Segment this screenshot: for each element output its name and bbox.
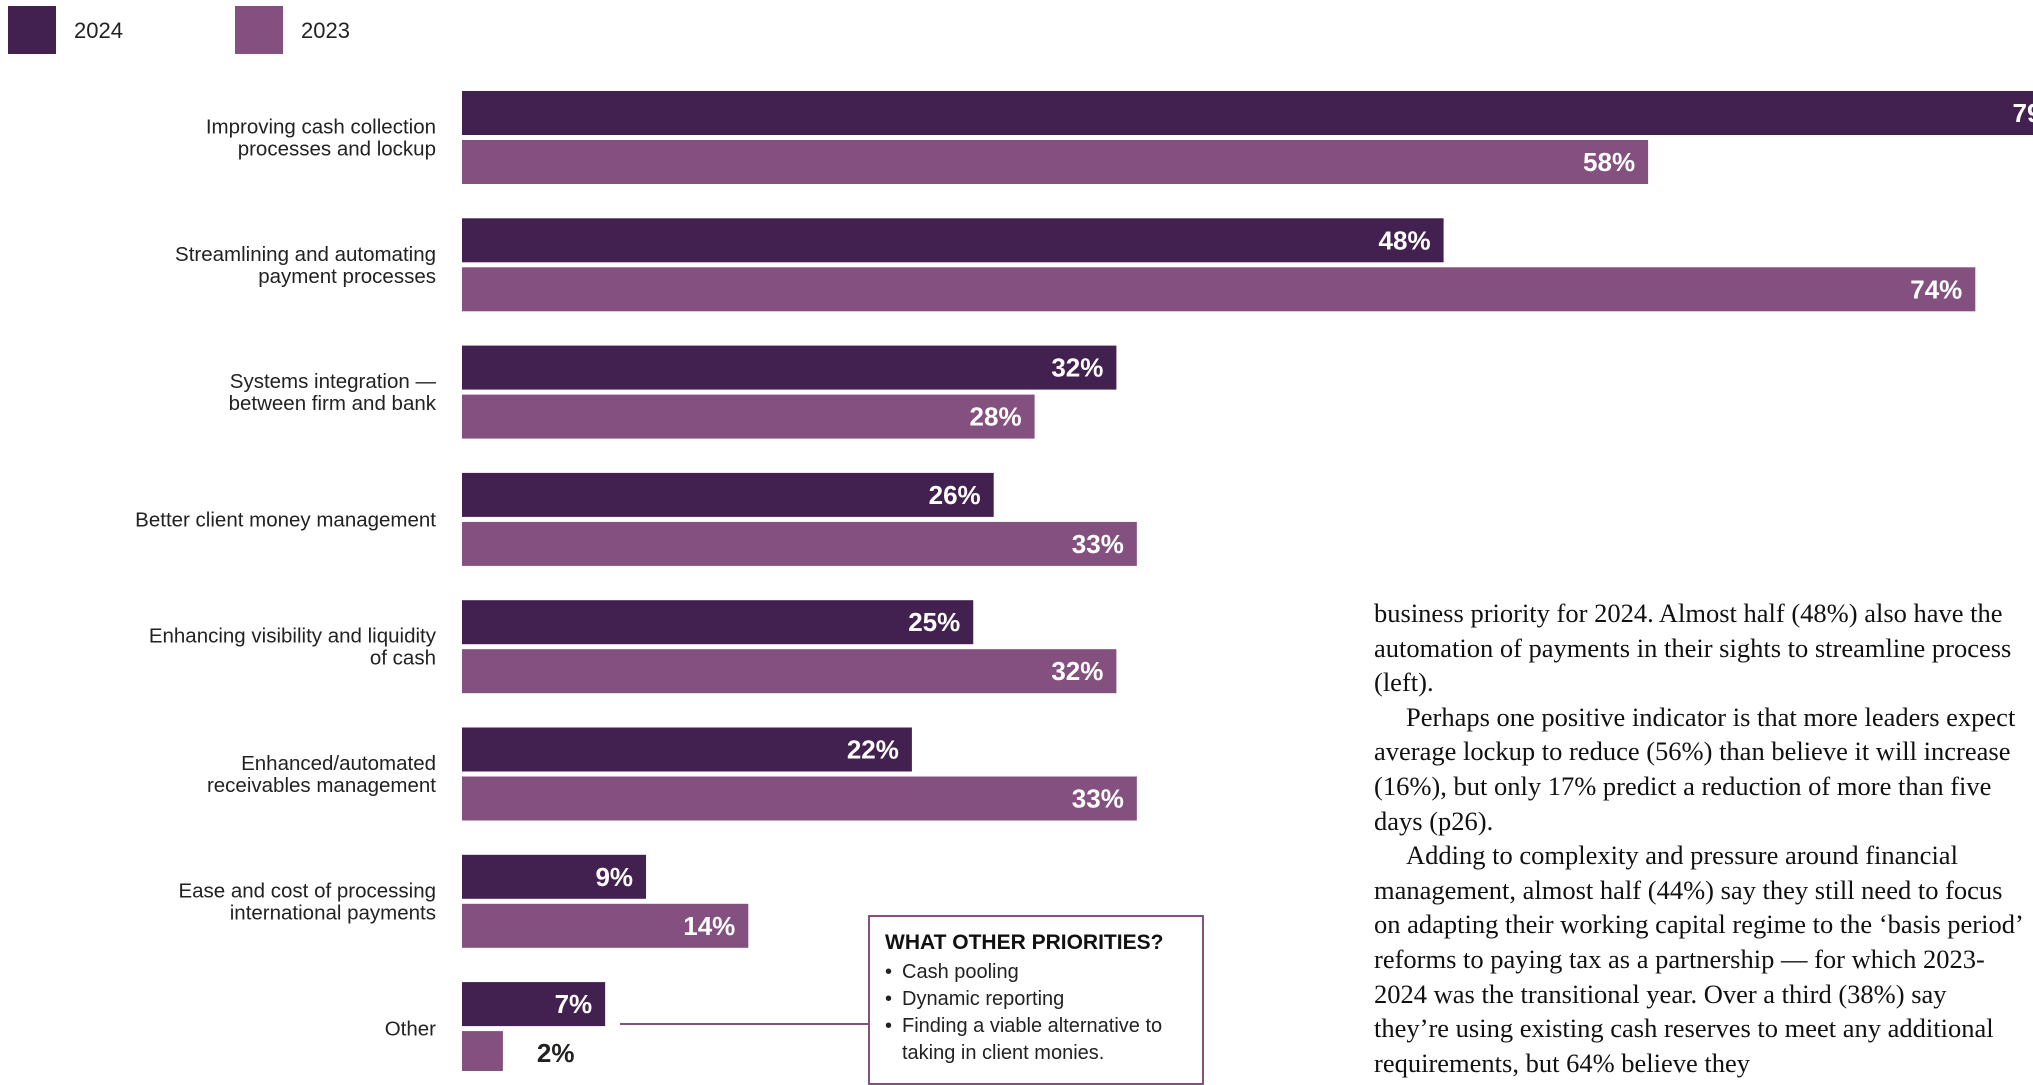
category-label: Enhanced/automated receivables management: [207, 752, 436, 797]
bar-2023: [462, 903, 749, 948]
legend-swatch-2023: [235, 6, 283, 54]
callout-list: Cash pooling Dynamic reporting Finding a…: [885, 959, 1187, 1067]
other-priorities-callout: WHAT OTHER PRIORITIES? Cash pooling Dyna…: [868, 915, 1204, 1085]
callout-item: Cash pooling: [885, 959, 1187, 986]
bar-2024: [462, 600, 974, 645]
bar-2023: [462, 140, 1649, 184]
legend-swatch-2024: [8, 6, 56, 54]
callout-title: WHAT OTHER PRIORITIES?: [885, 931, 1164, 954]
category-label: Better client money management: [135, 508, 436, 531]
category-label: Improving cash collection processes and l…: [206, 116, 436, 161]
bar-2023: [462, 649, 1117, 694]
data-label-2024: 48%: [1379, 225, 1431, 255]
article-paragraph: business priority for 2024. Almost half …: [1374, 598, 2012, 698]
data-label-2024: 9%: [595, 862, 633, 892]
data-label-2024: 25%: [908, 607, 960, 637]
bar-2023: [462, 1031, 503, 1071]
bar-2024: [462, 91, 2033, 135]
category-label: Streamlining and automating payment proce…: [175, 243, 436, 288]
data-label-2024: 7%: [555, 989, 593, 1019]
article-paragraph: Adding to complexity and pressure around…: [1374, 840, 2022, 1078]
data-label-2023: 33%: [1072, 784, 1124, 814]
data-label-2024: 79%: [2013, 98, 2033, 128]
bar-2023: [462, 776, 1137, 821]
data-label-2024: 32%: [1051, 353, 1103, 383]
data-label-2023: 33%: [1072, 529, 1124, 559]
article-paragraph: Perhaps one positive indicator is that m…: [1374, 701, 2016, 836]
bar-2024: [462, 345, 1117, 390]
data-label-2023: 74%: [1910, 274, 1962, 304]
data-label-2024: 26%: [929, 480, 981, 510]
category-label: Other: [385, 1018, 436, 1041]
bar-2023: [462, 521, 1137, 566]
callout-item: Dynamic reporting: [885, 986, 1187, 1013]
data-label-2023: 58%: [1583, 147, 1635, 177]
bar-2024: [462, 982, 606, 1027]
bar-2024: [462, 472, 994, 517]
category-label: Systems integration — between firm and ba…: [229, 370, 437, 415]
bar-2023: [462, 267, 1976, 312]
bar-2024: [462, 218, 1444, 263]
category-label: Ease and cost of processing international…: [178, 879, 436, 924]
callout-connector-line: [620, 1023, 868, 1025]
data-label-2023: 32%: [1051, 656, 1103, 686]
data-label-2023: 14%: [683, 911, 735, 941]
bar-2024: [462, 727, 912, 772]
bar-2023: [462, 394, 1035, 439]
legend-label-2023: 2023: [301, 18, 350, 43]
data-label-2023: 28%: [970, 402, 1022, 432]
data-label-2024: 22%: [847, 735, 899, 765]
legend-label-2024: 2024: [74, 18, 123, 43]
article-text: business priority for 2024. Almost half …: [1374, 596, 2024, 1080]
callout-item: Finding a viable alternative to taking i…: [885, 1013, 1187, 1067]
bar-2024: [462, 854, 647, 899]
category-label: Enhancing visibility and liquidity of cas…: [149, 625, 437, 670]
data-label-2023: 2%: [537, 1038, 575, 1068]
